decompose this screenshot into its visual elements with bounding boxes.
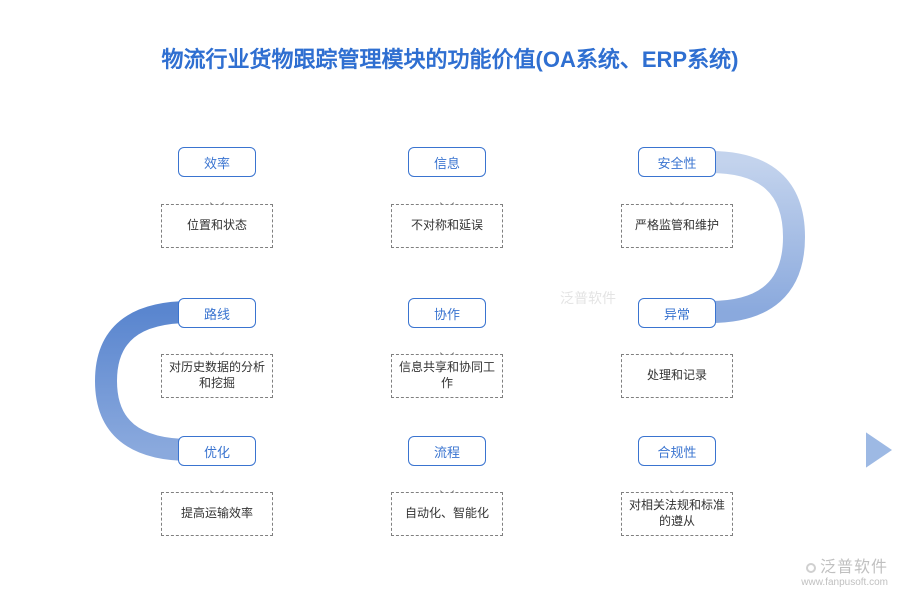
watermark-center: 泛普软件: [560, 288, 616, 308]
feature-label: 安全性: [638, 147, 716, 177]
feature-label: 信息: [408, 147, 486, 177]
feature-label: 优化: [178, 436, 256, 466]
brand-logo-text: 泛普软件: [820, 559, 888, 576]
feature-label: 路线: [178, 298, 256, 328]
feature-desc: 位置和状态: [161, 204, 273, 248]
feature-desc: 信息共享和协同工作: [391, 354, 503, 398]
feature-label: 效率: [178, 147, 256, 177]
feature-desc: 自动化、智能化: [391, 492, 503, 536]
feature-label: 流程: [408, 436, 486, 466]
brand-logo: 泛普软件 www.fanpusoft.com: [801, 553, 888, 588]
brand-logo-url: www.fanpusoft.com: [801, 577, 888, 588]
feature-label: 异常: [638, 298, 716, 328]
feature-label: 合规性: [638, 436, 716, 466]
feature-desc: 对历史数据的分析和挖掘: [161, 354, 273, 398]
feature-desc: 处理和记录: [621, 354, 733, 398]
feature-desc: 提高运输效率: [161, 492, 273, 536]
feature-desc: 严格监管和维护: [621, 204, 733, 248]
feature-label: 协作: [408, 298, 486, 328]
feature-desc: 不对称和延误: [391, 204, 503, 248]
feature-desc: 对相关法规和标准的遵从: [621, 492, 733, 536]
